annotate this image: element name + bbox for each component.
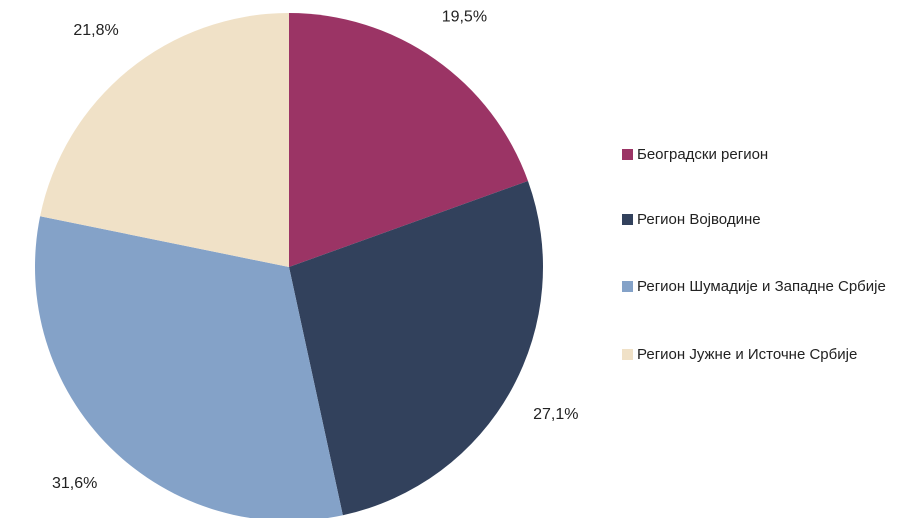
data-label: 19,5% bbox=[442, 9, 487, 26]
legend-swatch bbox=[622, 349, 633, 360]
pie-slice bbox=[289, 180, 543, 516]
legend-item: Београдски регион bbox=[622, 145, 922, 165]
data-label: 31,6% bbox=[52, 475, 97, 492]
legend-label: Регион Јужне и Источне Србије bbox=[637, 346, 858, 363]
pie-slice bbox=[289, 13, 528, 267]
legend-label: Регион Шумадије и Западне Србије bbox=[637, 278, 886, 295]
pie-slice bbox=[35, 216, 343, 518]
legend-item: Регион Војводине bbox=[622, 210, 922, 230]
pie-slice bbox=[40, 13, 289, 267]
data-label: 21,8% bbox=[73, 22, 118, 39]
legend-label: Регион Војводине bbox=[637, 211, 761, 228]
data-label: 27,1% bbox=[533, 406, 578, 423]
legend-item: Регион Јужне и Источне Србије bbox=[622, 345, 922, 365]
legend-swatch bbox=[622, 149, 633, 160]
legend-swatch bbox=[622, 281, 633, 292]
legend-label: Београдски регион bbox=[637, 146, 769, 163]
legend-item: Регион Шумадије и Западне Србије bbox=[622, 277, 922, 297]
legend-swatch bbox=[622, 214, 633, 225]
